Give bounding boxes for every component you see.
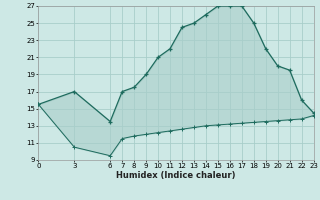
X-axis label: Humidex (Indice chaleur): Humidex (Indice chaleur) <box>116 171 236 180</box>
